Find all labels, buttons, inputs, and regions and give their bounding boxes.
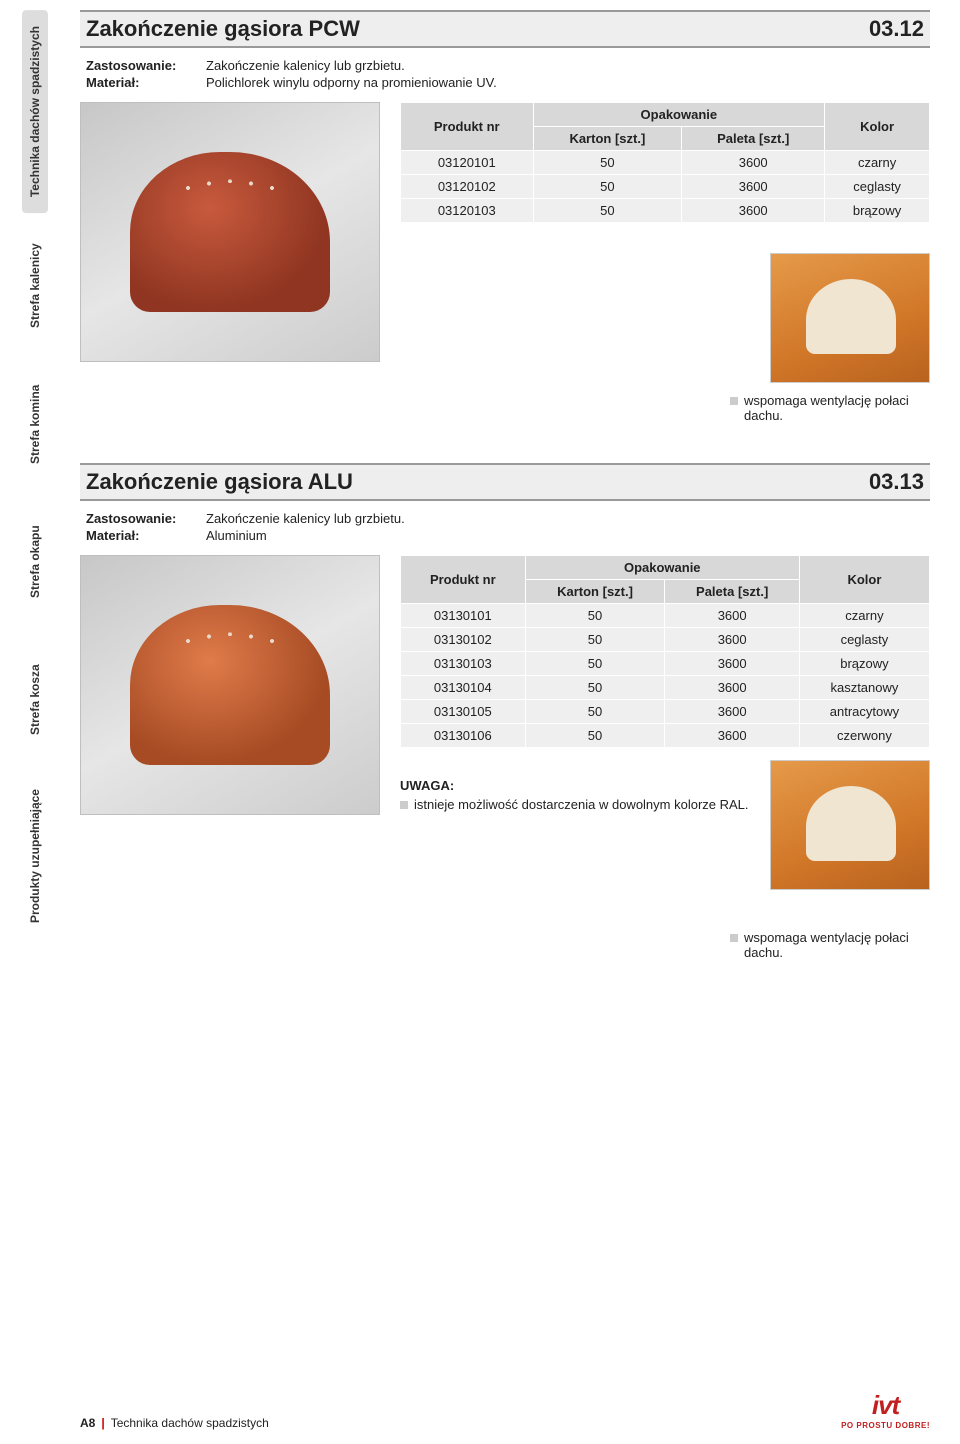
th-opak: Opakowanie [533,103,825,127]
section1-header: Zakończenie gąsiora PCW 03.12 [80,10,930,48]
page-footer: A8 | Technika dachów spadzistych ivt PO … [0,1380,960,1444]
cell-c: kasztanowy [799,676,929,700]
cell-c: czerwony [799,724,929,748]
table-row: 03130104 50 3600 kasztanowy [401,676,930,700]
table-row: 03120101 50 3600 czarny [401,151,930,175]
th-opak: Opakowanie [525,556,799,580]
meta-value: Zakończenie kalenicy lub grzbietu. [206,58,405,73]
meta-label: Zastosowanie: [86,58,206,73]
th-produkt: Produkt nr [401,103,534,151]
tab-komina[interactable]: Strefa komina [22,359,48,489]
cell-c: brązowy [799,652,929,676]
tab-kosza[interactable]: Strefa kosza [22,635,48,765]
logo-tagline: PO PROSTU DOBRE! [841,1421,930,1430]
page-number: A8 [80,1416,95,1430]
cell-k: 50 [525,676,665,700]
cell-k: 50 [525,700,665,724]
section2-meta: Zastosowanie: Zakończenie kalenicy lub g… [80,511,930,543]
th-kolor: Kolor [825,103,930,151]
cell-p: 3600 [665,652,799,676]
cell-c: ceglasty [825,175,930,199]
section1-note: wspomaga wentylację połaci dachu. [730,393,930,423]
table-row: 03120102 50 3600 ceglasty [401,175,930,199]
cap-shape-icon [130,605,330,765]
section2-title: Zakończenie gąsiora ALU [86,469,353,495]
table-row: 03130105 50 3600 antracytowy [401,700,930,724]
logo-text: ivt [872,1390,899,1421]
cell-p: 3600 [682,199,825,223]
cell-p: 3600 [665,676,799,700]
product-image-pcw [80,102,380,362]
th-paleta: Paleta [szt.] [682,127,825,151]
cell-k: 50 [533,175,682,199]
cell-nr: 03130105 [401,700,526,724]
meta-value: Aluminium [206,528,267,543]
cell-k: 50 [525,628,665,652]
cell-k: 50 [525,604,665,628]
section1-code: 03.12 [869,16,924,42]
cell-k: 50 [533,151,682,175]
cell-nr: 03130106 [401,724,526,748]
cell-p: 3600 [665,628,799,652]
cell-p: 3600 [665,724,799,748]
table-row: 03130106 50 3600 czerwony [401,724,930,748]
th-paleta: Paleta [szt.] [665,580,799,604]
th-karton: Karton [szt.] [533,127,682,151]
section2-note: wspomaga wentylację połaci dachu. [730,930,930,960]
cell-c: antracytowy [799,700,929,724]
detail-image [770,253,930,383]
meta-value: Polichlorek winylu odporny na promieniow… [206,75,497,90]
uwaga-text: istnieje możliwość dostarczenia w dowoln… [400,797,750,812]
table-row: 03130103 50 3600 brązowy [401,652,930,676]
uwaga-block: UWAGA: istnieje możliwość dostarczenia w… [400,778,750,812]
side-tabs: Technika dachów spadzistych Strefa kalen… [0,0,70,1380]
cell-nr: 03130103 [401,652,526,676]
cell-p: 3600 [665,700,799,724]
tab-okapu[interactable]: Strefa okapu [22,497,48,627]
separator-icon: | [101,1416,104,1430]
cell-nr: 03120103 [401,199,534,223]
cell-p: 3600 [665,604,799,628]
table-row: 03130102 50 3600 ceglasty [401,628,930,652]
footer-text: Technika dachów spadzistych [111,1416,269,1430]
cell-k: 50 [525,724,665,748]
cell-nr: 03130102 [401,628,526,652]
meta-value: Zakończenie kalenicy lub grzbietu. [206,511,405,526]
brand-logo: ivt PO PROSTU DOBRE! [841,1390,930,1430]
section2-table: Produkt nr Opakowanie Kolor Karton [szt.… [400,555,930,748]
cell-nr: 03120102 [401,175,534,199]
cap-shape-icon [130,152,330,312]
th-produkt: Produkt nr [401,556,526,604]
th-kolor: Kolor [799,556,929,604]
detail-image [770,760,930,890]
tab-produkty[interactable]: Produkty uzupełniające [22,773,48,939]
meta-label: Zastosowanie: [86,511,206,526]
table-row: 03130101 50 3600 czarny [401,604,930,628]
cell-c: czarny [799,604,929,628]
cell-c: ceglasty [799,628,929,652]
product-image-alu [80,555,380,815]
uwaga-label: UWAGA: [400,778,454,793]
meta-label: Materiał: [86,75,206,90]
section1-table: Produkt nr Opakowanie Kolor Karton [szt.… [400,102,930,223]
th-karton: Karton [szt.] [525,580,665,604]
cell-c: brązowy [825,199,930,223]
tab-technika[interactable]: Technika dachów spadzistych [22,10,48,213]
section1-meta: Zastosowanie: Zakończenie kalenicy lub g… [80,58,930,90]
table-row: 03120103 50 3600 brązowy [401,199,930,223]
cell-nr: 03130101 [401,604,526,628]
cell-nr: 03130104 [401,676,526,700]
section1-title: Zakończenie gąsiora PCW [86,16,360,42]
cell-nr: 03120101 [401,151,534,175]
cell-k: 50 [533,199,682,223]
cell-p: 3600 [682,151,825,175]
section2-header: Zakończenie gąsiora ALU 03.13 [80,463,930,501]
cell-c: czarny [825,151,930,175]
section2-code: 03.13 [869,469,924,495]
tab-kalenicy[interactable]: Strefa kalenicy [22,221,48,351]
meta-label: Materiał: [86,528,206,543]
cell-k: 50 [525,652,665,676]
cell-p: 3600 [682,175,825,199]
main-content: Zakończenie gąsiora PCW 03.12 Zastosowan… [70,0,960,1380]
